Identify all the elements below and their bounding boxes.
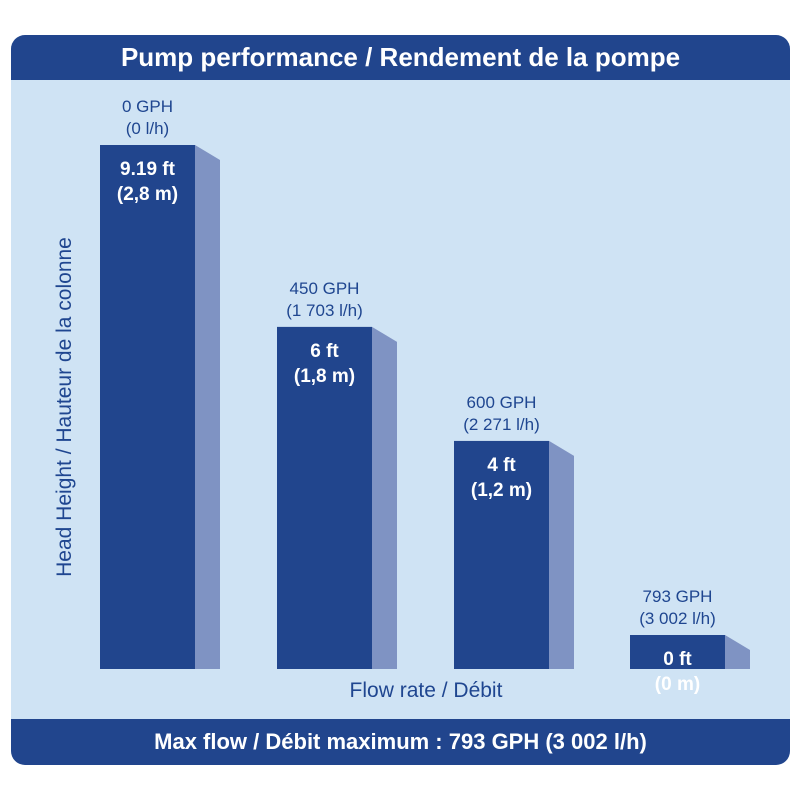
chart-panel: Pump performance / Rendement de la pompe… xyxy=(11,35,790,765)
bar-category-metric-label: (3 002 l/h) xyxy=(639,609,716,628)
bar-side xyxy=(195,145,220,669)
chart-title: Pump performance / Rendement de la pompe xyxy=(11,35,790,80)
bar-value-label: 0 ft xyxy=(663,649,692,670)
bar-side xyxy=(725,635,750,669)
bar-side xyxy=(549,440,574,669)
bar-side xyxy=(372,326,397,669)
bar xyxy=(630,635,725,669)
bar xyxy=(454,440,549,669)
bar-value-metric-label: (1,2 m) xyxy=(471,480,532,501)
bar-value-metric-label: (1,8 m) xyxy=(294,366,355,387)
bar-category-label: 0 GPH xyxy=(122,97,173,116)
max-flow-banner: Max flow / Débit maximum : 793 GPH (3 00… xyxy=(11,719,790,765)
bar-value-metric-label: (2,8 m) xyxy=(117,184,178,205)
bar-value-label: 9.19 ft xyxy=(120,159,176,180)
bar xyxy=(100,145,195,669)
bar-category-label: 600 GPH xyxy=(467,393,537,412)
chart-plot: 9.19 ft (2,8 m) 0 GPH (0 l/h) 6 ft (1,8 m) 450… xyxy=(53,97,750,702)
bar-category-metric-label: (1 703 l/h) xyxy=(286,301,363,320)
y-axis-label: Head Height / Hauteur de la colonne xyxy=(53,237,76,577)
bar-category-metric-label: (0 l/h) xyxy=(126,119,169,138)
bar-value-label: 6 ft xyxy=(310,341,339,362)
bar-value-label: 4 ft xyxy=(487,455,516,476)
bar-value-metric-label: (0 m) xyxy=(655,674,700,695)
bar-category-label: 793 GPH xyxy=(643,587,713,606)
bar-category-metric-label: (2 271 l/h) xyxy=(463,415,540,434)
bar xyxy=(277,326,372,669)
bar-category-label: 450 GPH xyxy=(290,279,360,298)
x-axis-label: Flow rate / Débit xyxy=(350,679,503,702)
